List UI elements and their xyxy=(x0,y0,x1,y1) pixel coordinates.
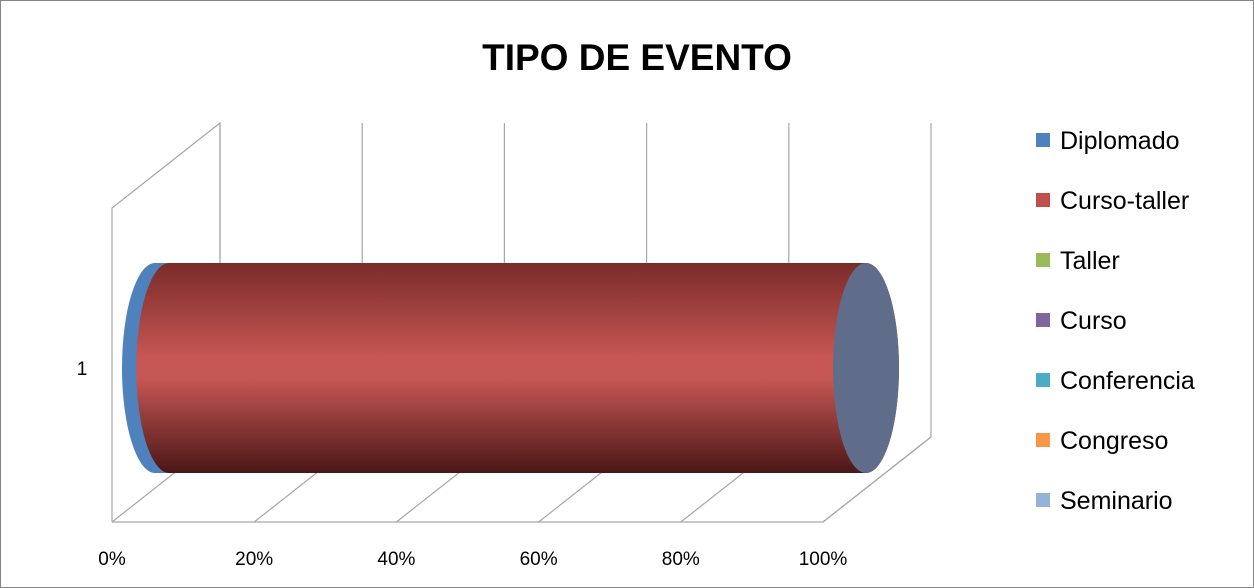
legend-label-taller: Taller xyxy=(1060,247,1120,275)
x-tick-label: 100% xyxy=(799,549,848,570)
legend-label-curso-taller: Curso-taller xyxy=(1060,187,1189,215)
category-label: 1 xyxy=(77,359,88,380)
legend-swatch-taller xyxy=(1036,253,1050,267)
legend-label-seminario: Seminario xyxy=(1060,487,1173,515)
x-tick-label: 20% xyxy=(235,549,273,570)
x-tick-label: 40% xyxy=(377,549,415,570)
legend-label-diplomado: Diplomado xyxy=(1060,127,1180,155)
legend-swatch-diplomado xyxy=(1036,133,1050,147)
legend-swatch-seminario xyxy=(1036,493,1050,507)
legend-label-conferencia: Conferencia xyxy=(1060,367,1195,395)
x-tick-label: 60% xyxy=(520,549,558,570)
legend-swatch-curso-taller xyxy=(1036,193,1050,207)
legend-swatch-curso xyxy=(1036,313,1050,327)
legend-swatch-conferencia xyxy=(1036,373,1050,387)
x-tick-label: 80% xyxy=(662,549,700,570)
chart-title: TIPO DE EVENTO xyxy=(482,37,792,78)
legend-label-congreso: Congreso xyxy=(1060,427,1168,455)
x-tick-label: 0% xyxy=(98,549,126,570)
gridline xyxy=(822,123,932,523)
bar-segment-curso-taller xyxy=(136,263,899,473)
bar-end-cap xyxy=(833,263,899,473)
legend-label-curso: Curso xyxy=(1060,307,1127,335)
legend-swatch-congreso xyxy=(1036,433,1050,447)
